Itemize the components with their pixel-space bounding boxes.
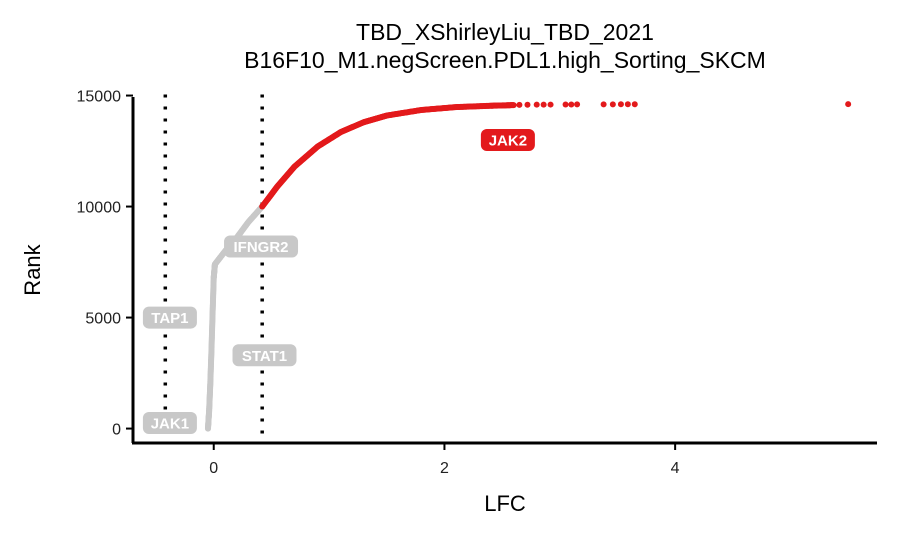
data-point [568, 101, 575, 108]
gene-label-text: JAK2 [489, 132, 527, 149]
gene-label-jak2: JAK2 [480, 128, 535, 151]
y-tick-label: 10000 [77, 200, 122, 217]
gene-label-tap1: TAP1 [142, 306, 197, 329]
gene-label-bg [224, 235, 299, 258]
x-tick-label: 0 [209, 460, 218, 477]
gene-label-stat1: STAT1 [232, 344, 297, 367]
chart-title: TBD_XShirleyLiu_TBD_2021 [356, 19, 654, 45]
gene-label-text: JAK1 [151, 416, 189, 433]
y-tick-label: 15000 [77, 89, 122, 106]
gene-label-bg [232, 344, 297, 367]
gene-label-jak1: JAK1 [142, 412, 197, 435]
x-ticks: 0 2 4 [209, 443, 680, 477]
x-tick-label: 4 [671, 460, 680, 477]
data-point [845, 101, 852, 108]
gene-label-bg [142, 306, 197, 329]
data-point [617, 101, 624, 108]
data-point [533, 101, 540, 108]
chart-subtitle: B16F10_M1.negScreen.PDL1.high_Sorting_SK… [244, 47, 766, 73]
gene-label-text: STAT1 [242, 348, 287, 365]
gene-label-ifngr2: IFNGR2 [224, 235, 299, 258]
gene-label-text: IFNGR2 [234, 239, 289, 256]
y-axis-label: Rank [20, 243, 45, 295]
threshold-lines [163, 94, 264, 443]
y-tick-label: 0 [112, 422, 121, 439]
data-point [562, 101, 569, 108]
gene-label-bg [480, 128, 535, 151]
label-layer: JAK2 IFNGR2 TAP1 STAT1 JAK1 [142, 128, 535, 435]
data-point [631, 101, 638, 108]
y-tick-label: 5000 [85, 311, 121, 328]
data-point [516, 101, 523, 108]
gene-label-bg [142, 412, 197, 435]
y-ticks: 0 5000 10000 15000 [77, 89, 133, 439]
data-point [574, 101, 581, 108]
data-point [600, 101, 607, 108]
data-point [547, 101, 554, 108]
x-axis-label: LFC [484, 491, 526, 516]
gene-label-text: TAP1 [151, 310, 188, 327]
data-point [524, 101, 531, 108]
series-significant [259, 101, 852, 210]
data-point [510, 102, 517, 109]
data-point [624, 101, 631, 108]
data-point [540, 101, 547, 108]
data-point [609, 101, 616, 108]
x-tick-label: 2 [440, 460, 449, 477]
